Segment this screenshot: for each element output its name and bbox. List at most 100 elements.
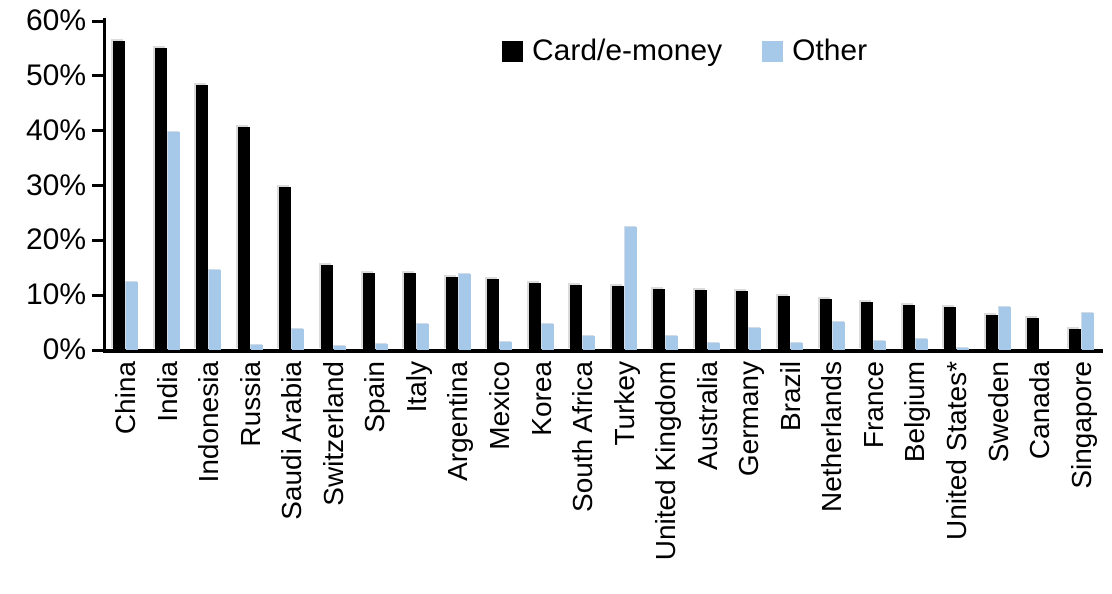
bar-card — [694, 289, 707, 350]
y-tick-mark — [92, 349, 103, 352]
bar-other — [791, 342, 804, 350]
legend-label-card: Card/e-money — [532, 34, 723, 67]
bar-other — [292, 329, 305, 350]
bar-card — [528, 282, 541, 350]
bar-other — [1081, 312, 1094, 350]
bar-card — [445, 276, 458, 350]
bar-card — [237, 127, 250, 350]
bar-other — [375, 344, 388, 350]
x-label-cell: China — [105, 361, 147, 594]
bar-group — [728, 21, 770, 350]
bar-group — [853, 21, 895, 350]
bar-card — [778, 295, 791, 350]
bar-other — [749, 327, 762, 350]
y-tick-mark — [92, 294, 103, 297]
bar-other — [666, 335, 679, 350]
bar-other — [500, 341, 513, 350]
x-label-cell: Canada — [1019, 361, 1061, 594]
x-tick-label: Turkey — [608, 361, 640, 446]
bar-card — [404, 273, 417, 350]
x-label-cell: South Africa — [562, 361, 604, 594]
bar-group — [479, 21, 521, 350]
x-label-cell: Mexico — [479, 361, 521, 594]
other-series-swatch-icon — [762, 40, 784, 62]
x-label-cell: Indonesia — [188, 361, 230, 594]
bar-group — [604, 21, 646, 350]
plot-area — [105, 21, 1102, 350]
bar-group — [313, 21, 355, 350]
y-tick-mark — [92, 184, 103, 187]
bar-group — [687, 21, 729, 350]
y-tick-label: 50% — [25, 59, 86, 92]
x-tick-label: Sweden — [982, 361, 1014, 463]
x-label-cell: Spain — [354, 361, 396, 594]
x-tick-label: United Kingdom — [650, 361, 682, 561]
bar-card — [902, 304, 915, 350]
bar-card — [736, 291, 749, 350]
bar-card — [154, 47, 167, 350]
x-label-cell: India — [147, 361, 189, 594]
bar-other — [417, 324, 430, 350]
x-label-cell: United Kingdom — [645, 361, 687, 594]
y-tick-label: 20% — [25, 223, 86, 256]
y-tick-label: 30% — [25, 169, 86, 202]
bar-other — [583, 335, 596, 350]
legend-item-card: Card/e-money — [502, 36, 722, 66]
x-tick-label: Belgium — [899, 361, 931, 463]
x-tick-label: India — [151, 361, 183, 422]
x-label-cell: Switzerland — [313, 361, 355, 594]
bar-other — [458, 273, 471, 350]
y-tick-label: 60% — [25, 4, 86, 37]
x-tick-label: Indonesia — [193, 361, 225, 483]
x-tick-label: Brazil — [774, 361, 806, 432]
bar-group — [1061, 21, 1103, 350]
bar-group — [562, 21, 604, 350]
bar-group — [894, 21, 936, 350]
x-tick-label: Spain — [359, 361, 391, 433]
bar-card — [279, 186, 292, 350]
bar-card — [944, 306, 957, 350]
bar-group — [396, 21, 438, 350]
x-axis-labels: China India Indonesia Russia Saudi Arabia Swi… — [105, 361, 1102, 594]
bar-other — [915, 338, 928, 350]
bar-other — [209, 269, 222, 350]
x-label-cell: Turkey — [604, 361, 646, 594]
legend-label-other: Other — [792, 34, 868, 67]
bar-other — [334, 345, 346, 350]
chart-legend: Card/e-money Other — [502, 36, 867, 66]
x-tick-label: Singapore — [1065, 361, 1097, 489]
bar-card — [819, 299, 832, 350]
x-tick-label: Mexico — [484, 361, 515, 450]
x-label-cell: Netherlands — [811, 361, 853, 594]
x-label-cell: Korea — [520, 361, 562, 594]
x-tick-label: China — [110, 361, 142, 435]
x-label-cell: Australia — [687, 361, 729, 594]
bar-card — [1068, 328, 1081, 350]
bar-group — [770, 21, 812, 350]
bar-other — [998, 306, 1011, 350]
y-tick-mark — [92, 20, 103, 23]
bar-group — [936, 21, 978, 350]
y-tick-mark — [92, 129, 103, 132]
x-tick-label: Netherlands — [816, 361, 848, 512]
legend-item-other: Other — [762, 36, 867, 66]
bar-card — [611, 285, 624, 350]
bar-other — [707, 343, 720, 350]
x-label-cell: Italy — [396, 361, 438, 594]
y-tick-mark — [92, 239, 103, 242]
x-label-cell: Saudi Arabia — [271, 361, 313, 594]
bar-card — [196, 85, 209, 350]
bar-card — [362, 272, 375, 350]
x-tick-label: Australia — [691, 361, 723, 470]
bar-card — [321, 265, 333, 350]
x-label-cell: France — [853, 361, 895, 594]
bar-other — [167, 132, 180, 350]
x-label-cell: United States* — [936, 361, 978, 594]
bar-group — [271, 21, 313, 350]
x-tick-label: Russia — [234, 361, 266, 447]
bar-group — [520, 21, 562, 350]
x-tick-label: Saudi Arabia — [276, 361, 308, 520]
bar-group — [354, 21, 396, 350]
bar-card — [1027, 317, 1040, 350]
bar-other — [126, 282, 139, 350]
